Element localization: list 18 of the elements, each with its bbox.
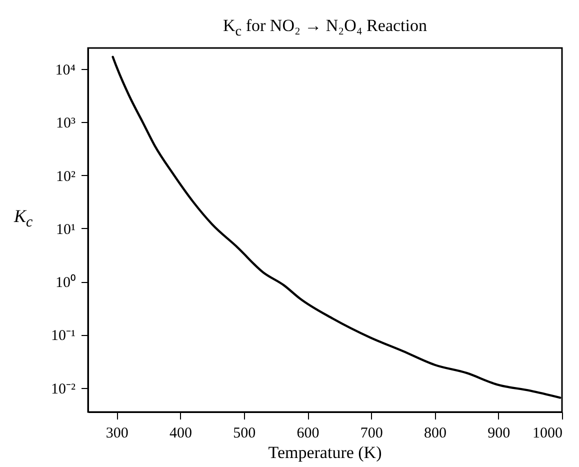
x-tick-label: 900 [488, 426, 510, 442]
x-tick-label: 700 [360, 426, 383, 442]
x-axis-title: Temperature (K) [267, 443, 383, 463]
y-tick-label: 10⁴ [55, 62, 76, 79]
y-tick-label: 10² [56, 168, 76, 185]
chart-title: K$_{c}$ for NO₂ → N₂O₄ Reaction [222, 16, 428, 40]
x-tick-label: 800 [424, 426, 446, 442]
y-tick-label: 10⁻² [51, 381, 76, 398]
x-tick-label: 1000 [532, 426, 562, 442]
x-tick-label: 300 [106, 426, 128, 442]
y-tick-label: 10⁻¹ [51, 328, 76, 344]
x-tick-label: 400 [170, 426, 192, 442]
x-tick-label: 500 [233, 426, 256, 442]
y-tick-label: 10⁰ [56, 274, 76, 292]
y-tick-label: 10³ [56, 116, 76, 132]
x-tick-label: 600 [296, 426, 320, 442]
y-tick-label: 10¹ [56, 222, 76, 238]
y-axis-title: K$_{c}$ [14, 206, 33, 232]
